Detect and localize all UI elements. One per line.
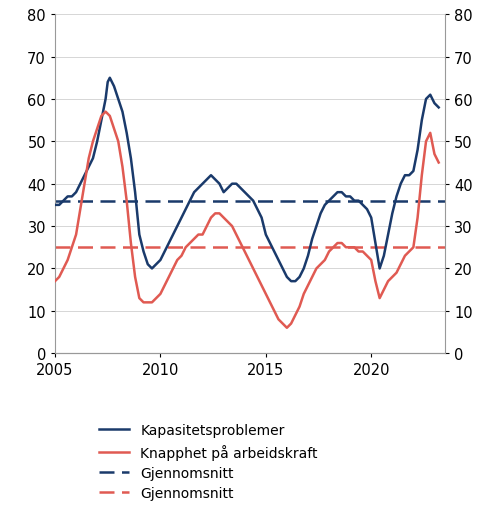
Legend: Kapasitetsproblemer, Knapphet på arbeidskraft, Gjennomsnitt, Gjennomsnitt: Kapasitetsproblemer, Knapphet på arbeids…: [93, 418, 324, 505]
